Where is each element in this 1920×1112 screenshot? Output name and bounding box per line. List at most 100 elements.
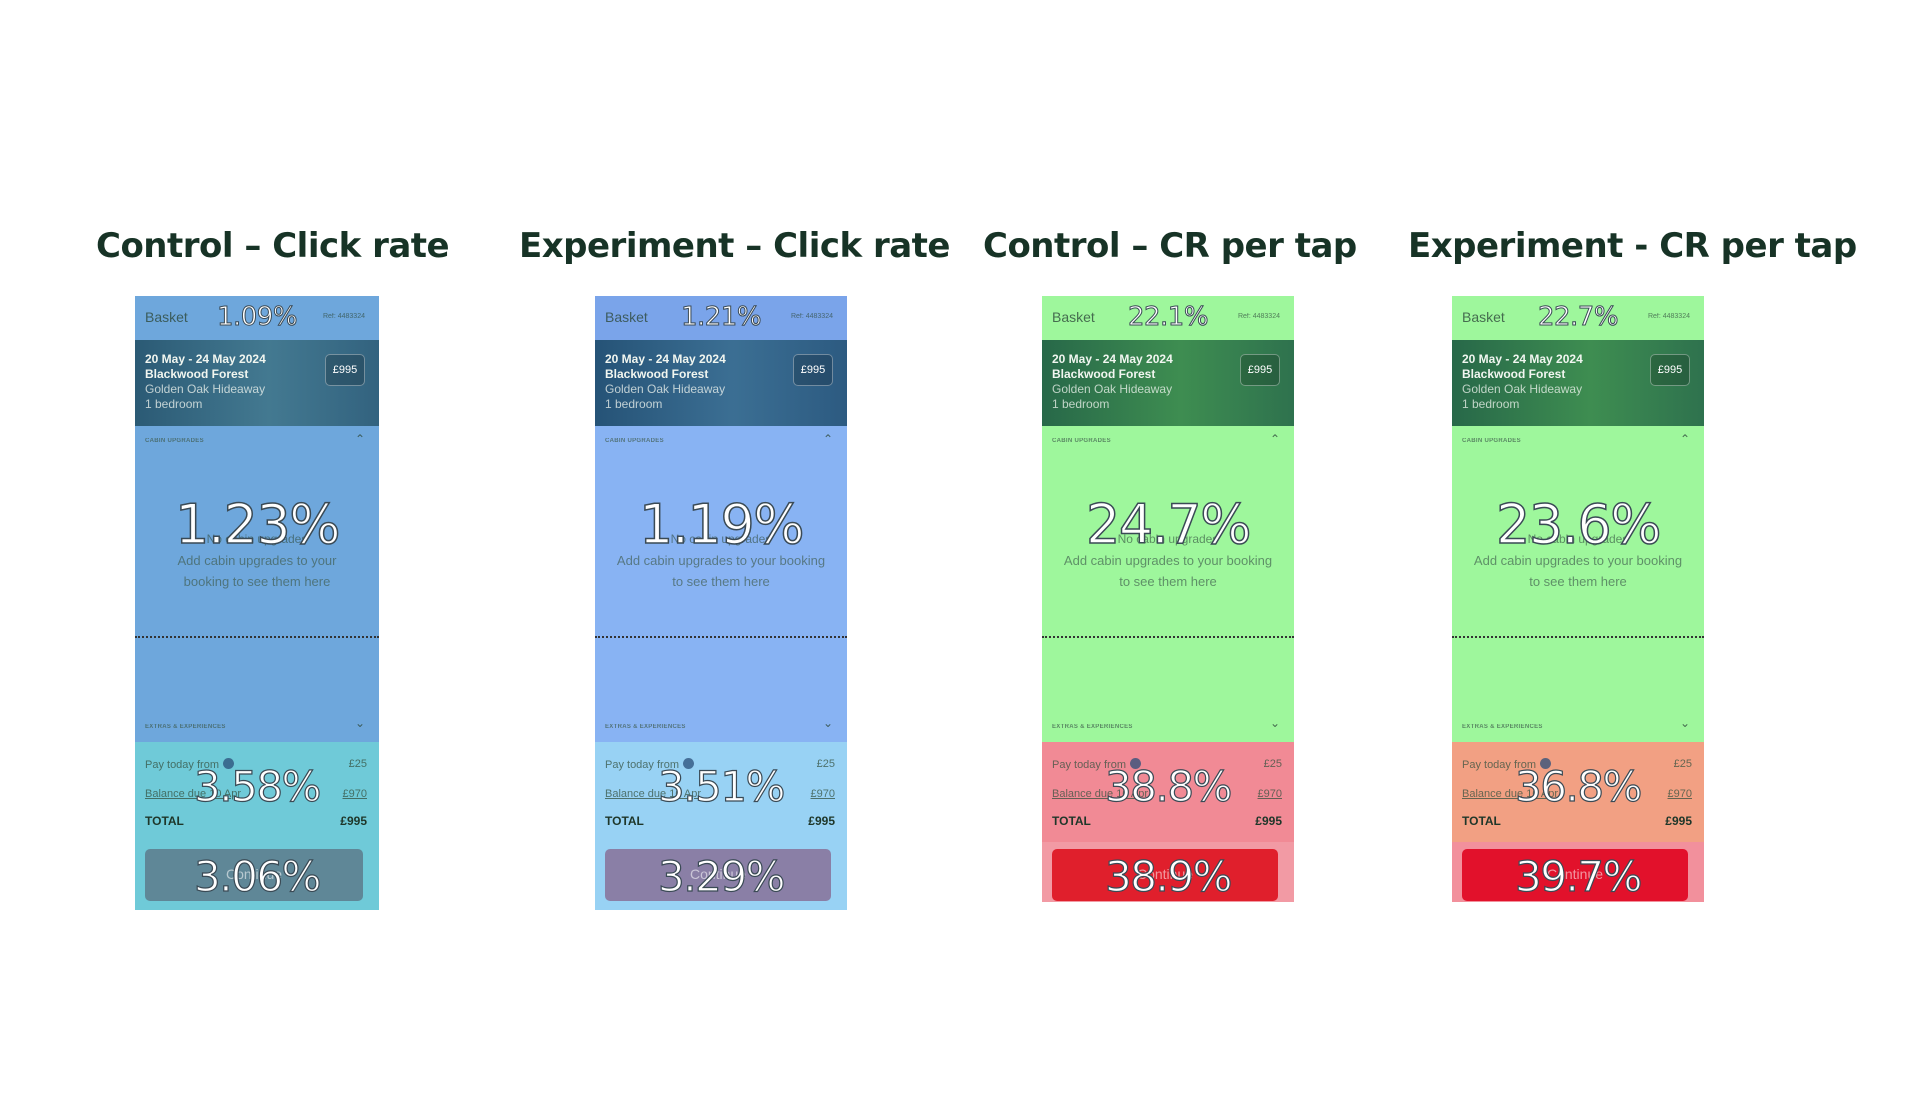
heatmap-panel-experiment-cr-per-tap: Basket Ref: 4483324 22.7% 20 May - 24 Ma… [1452, 296, 1704, 902]
pay-today-row: Pay today from £25 [1052, 758, 1282, 771]
booking-reference: Ref: 4483324 [322, 313, 365, 320]
chevron-down-icon[interactable]: ⌄ [354, 716, 365, 730]
panel-heading-control-cr-per-tap: Control – CR per tap [983, 226, 1357, 266]
continue-button-label: Continue [225, 866, 283, 882]
extras-section[interactable]: EXTRAS & EXPERIENCES ⌄ [1452, 636, 1704, 742]
booking-dates: 20 May - 24 May 2024 [1052, 352, 1173, 366]
booking-cabin-name: Golden Oak Hideaway [1052, 382, 1173, 396]
continue-button-label: Continue [689, 866, 747, 882]
extras-section[interactable]: EXTRAS & EXPERIENCES ⌄ [135, 636, 379, 742]
info-icon[interactable] [222, 758, 234, 769]
extras-label: EXTRAS & EXPERIENCES [145, 724, 226, 730]
cabin-upgrades-section[interactable]: CABIN UPGRADES ⌃ No cabin upgrades Add c… [595, 426, 847, 636]
chevron-down-icon[interactable]: ⌄ [822, 716, 833, 730]
upgrades-percentage: 1.23% [174, 493, 341, 556]
cta-percentage: 3.29% [657, 852, 786, 901]
total-row: TOTAL £995 [1462, 814, 1692, 828]
total-value: £995 [1665, 814, 1692, 828]
cabin-upgrades-section[interactable]: CABIN UPGRADES ⌃ No cabin upgrades Add c… [135, 426, 379, 636]
pay-today-row: Pay today from £25 [1462, 758, 1692, 771]
cabin-upgrades-section[interactable]: CABIN UPGRADES ⌃ No cabin upgrades Add c… [1452, 426, 1704, 636]
pay-today-label: Pay today from [605, 759, 679, 771]
booking-dates: 20 May - 24 May 2024 [605, 352, 726, 366]
total-row: TOTAL £995 [1052, 814, 1282, 828]
heatmap-panel-experiment-click-rate: Basket Ref: 4483324 1.21% 20 May - 24 Ma… [595, 296, 847, 910]
basket-title: Basket [605, 309, 648, 325]
empty-upgrades-text: Add cabin upgrades to your booking to se… [1063, 553, 1273, 589]
booking-location: Blackwood Forest [605, 367, 709, 381]
pay-today-value: £25 [1263, 758, 1282, 770]
booking-cabin-name: Golden Oak Hideaway [1462, 382, 1583, 396]
booking-location: Blackwood Forest [145, 367, 249, 381]
continue-button-label: Continue [1136, 866, 1194, 882]
divider [1452, 636, 1704, 638]
balance-value: £970 [810, 788, 835, 800]
chevron-up-icon[interactable]: ⌃ [822, 432, 833, 446]
info-icon[interactable] [682, 758, 694, 769]
cabin-photo [595, 340, 847, 426]
empty-upgrades-text: Add cabin upgrades to your booking to se… [177, 553, 337, 589]
extras-section[interactable]: EXTRAS & EXPERIENCES ⌄ [595, 636, 847, 742]
payment-percentage: 3.51% [657, 762, 786, 811]
continue-button[interactable]: Continue [1462, 849, 1688, 901]
chevron-up-icon[interactable]: ⌃ [354, 432, 365, 446]
basket-header: Basket Ref: 4483324 22.1% [1042, 296, 1294, 340]
booking-cabin-name: Golden Oak Hideaway [145, 382, 266, 396]
cta-percentage: 3.06% [193, 852, 322, 901]
booking-details: 20 May - 24 May 2024 Blackwood Forest Go… [605, 352, 726, 412]
basket-percentage: 1.21% [680, 302, 762, 332]
booking-location: Blackwood Forest [1462, 367, 1566, 381]
total-value: £995 [340, 814, 367, 828]
extras-label: EXTRAS & EXPERIENCES [1462, 724, 1543, 730]
empty-upgrades-title: No cabin upgrades [206, 532, 308, 546]
chevron-down-icon[interactable]: ⌄ [1679, 716, 1690, 730]
booking-details: 20 May - 24 May 2024 Blackwood Forest Go… [1462, 352, 1583, 412]
balance-value: £970 [342, 788, 367, 800]
cabin-upgrades-section[interactable]: CABIN UPGRADES ⌃ No cabin upgrades Add c… [1042, 426, 1294, 636]
balance-value: £970 [1667, 788, 1692, 800]
info-icon[interactable] [1129, 758, 1141, 769]
basket-title: Basket [1052, 309, 1095, 325]
cta-area: Continue 3.29% [595, 842, 847, 910]
booking-location: Blackwood Forest [1052, 367, 1156, 381]
empty-upgrades-title: No cabin upgrades [1527, 532, 1629, 546]
basket-title: Basket [1462, 309, 1505, 325]
payment-percentage: 36.8% [1514, 762, 1643, 811]
payment-summary: Pay today from £25 Balance due 10 Apr £9… [135, 742, 379, 842]
info-icon[interactable] [1539, 758, 1551, 769]
balance-value: £970 [1257, 788, 1282, 800]
pay-today-value: £25 [348, 758, 367, 770]
total-value: £995 [808, 814, 835, 828]
extras-label: EXTRAS & EXPERIENCES [1052, 724, 1133, 730]
continue-button[interactable]: Continue [145, 849, 363, 901]
upgrades-percentage: 23.6% [1495, 493, 1662, 556]
pay-today-value: £25 [816, 758, 835, 770]
chevron-up-icon[interactable]: ⌃ [1269, 432, 1280, 446]
balance-label: Balance due 10 Apr [605, 788, 702, 800]
booking-summary-banner: 20 May - 24 May 2024 Blackwood Forest Go… [1042, 340, 1294, 426]
booking-details: 20 May - 24 May 2024 Blackwood Forest Go… [1052, 352, 1173, 412]
divider [1042, 636, 1294, 638]
balance-label: Balance due 10 Apr [1462, 788, 1559, 800]
balance-row: Balance due 10 Apr £970 [145, 788, 367, 800]
balance-row: Balance due 10 Apr £970 [1052, 788, 1282, 800]
basket-percentage: 1.09% [216, 302, 298, 332]
cta-area: Continue 39.7% [1452, 842, 1704, 902]
basket-percentage: 22.7% [1537, 302, 1619, 332]
booking-cabin-name: Golden Oak Hideaway [605, 382, 726, 396]
continue-button[interactable]: Continue [1052, 849, 1278, 901]
cabin-photo [135, 340, 379, 426]
price-badge: £995 [793, 354, 833, 386]
extras-section[interactable]: EXTRAS & EXPERIENCES ⌄ [1042, 636, 1294, 742]
booking-summary-banner: 20 May - 24 May 2024 Blackwood Forest Go… [595, 340, 847, 426]
booking-bedrooms: 1 bedroom [1462, 397, 1520, 411]
chevron-down-icon[interactable]: ⌄ [1269, 716, 1280, 730]
price-badge: £995 [1650, 354, 1690, 386]
basket-header: Basket Ref: 4483324 1.21% [595, 296, 847, 340]
chevron-up-icon[interactable]: ⌃ [1679, 432, 1690, 446]
empty-upgrades-title: No cabin upgrades [1117, 532, 1219, 546]
balance-row: Balance due 10 Apr £970 [1462, 788, 1692, 800]
continue-button[interactable]: Continue [605, 849, 831, 901]
empty-upgrades-title: No cabin upgrades [670, 532, 772, 546]
cabin-upgrades-label: CABIN UPGRADES [605, 438, 664, 444]
